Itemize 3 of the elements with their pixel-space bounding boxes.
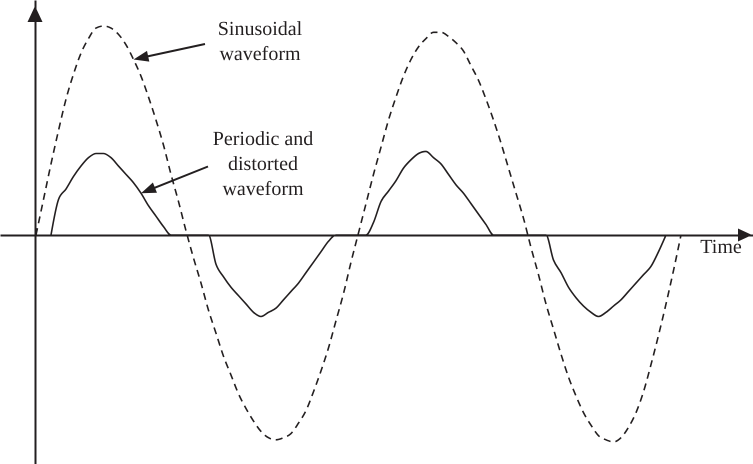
x-axis-title: Time xyxy=(700,236,742,258)
legend-label: Sinusoidal waveform xyxy=(218,18,303,65)
series-label: Periodic and distorted waveform xyxy=(212,128,314,200)
